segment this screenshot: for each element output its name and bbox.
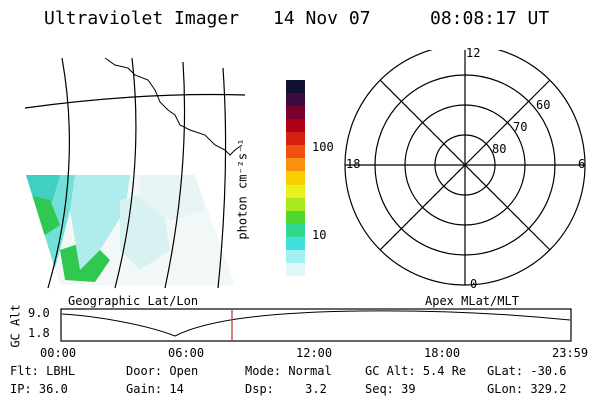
- status-value: 36.0: [38, 382, 68, 396]
- mlat-label-80: 80: [492, 142, 507, 156]
- colorbar: [286, 80, 305, 276]
- status-value: LBHL: [46, 364, 76, 378]
- apex-caption: Apex MLat/MLT: [425, 294, 519, 308]
- colorbar-band: [286, 119, 305, 133]
- coastline: [104, 57, 243, 156]
- colorbar-band: [286, 171, 305, 185]
- orbit-xtick-1200: 12:00: [296, 346, 333, 360]
- status-value: 3.2: [305, 382, 327, 396]
- colorbar-band: [286, 106, 305, 120]
- status-seq: Seq: 39: [365, 382, 416, 396]
- status-key: Seq:: [365, 382, 394, 396]
- instrument-title: Ultraviolet Imager: [44, 8, 240, 29]
- auroral-emission-map: [26, 175, 235, 285]
- colorbar-band: [286, 210, 305, 224]
- orbit-xtick-0600: 06:00: [168, 346, 205, 360]
- mlt-label-12: 12: [466, 46, 481, 60]
- orbit-xtick-0000: 00:00: [40, 346, 77, 360]
- colorbar-band: [286, 249, 305, 263]
- status-value: 329.2: [530, 382, 567, 396]
- colorbar-band: [286, 184, 305, 198]
- status-mode: Mode: Normal: [245, 364, 332, 378]
- colorbar-tick-10: 10: [312, 228, 327, 242]
- status-glon: GLon: 329.2: [487, 382, 566, 396]
- status-key: GLat:: [487, 364, 524, 378]
- colorbar-band: [286, 93, 305, 107]
- geographic-image-panel: [24, 57, 246, 289]
- status-key: Mode:: [245, 364, 282, 378]
- status-key: Gain:: [126, 382, 163, 396]
- status-flt: Flt: LBHL: [10, 364, 75, 378]
- colorbar-unit-label: photon cm⁻²s⁻¹: [235, 138, 250, 240]
- geographic-caption: Geographic Lat/Lon: [68, 294, 199, 308]
- status-value: Open: [169, 364, 199, 378]
- status-value: 14: [169, 382, 184, 396]
- orbit-ytick-low: 1.8: [28, 326, 50, 340]
- orbit-altitude-plot: [60, 308, 572, 342]
- colorbar-band: [286, 236, 305, 250]
- mlt-label-6: 6: [578, 157, 586, 171]
- date-label: 14 Nov 07: [273, 8, 371, 29]
- mlat-label-70: 70: [513, 120, 528, 134]
- status-key: Door:: [126, 364, 163, 378]
- status-value: -30.6: [530, 364, 567, 378]
- orbit-ylabel: GC Alt: [8, 304, 23, 348]
- colorbar-band: [286, 132, 305, 146]
- status-key: Flt:: [10, 364, 39, 378]
- mlat-label-60: 60: [536, 98, 551, 112]
- status-gc-alt: GC Alt: 5.4 Re: [365, 364, 466, 378]
- orbit-ytick-high: 9.0: [28, 306, 50, 320]
- colorbar-band: [286, 262, 305, 276]
- polar-mlat-mlt-plot: [344, 50, 586, 286]
- status-value: 5.4 Re: [422, 364, 467, 378]
- mlt-label-0: 0: [470, 277, 478, 291]
- status-key: GC Alt:: [365, 364, 416, 378]
- colorbar-tick-100: 100: [312, 140, 334, 154]
- colorbar-gradient: [286, 80, 305, 276]
- status-door: Door: Open: [126, 364, 198, 378]
- mlt-label-18: 18: [346, 157, 361, 171]
- status-value: 39: [401, 382, 416, 396]
- status-key: IP:: [10, 382, 32, 396]
- colorbar-band: [286, 145, 305, 159]
- colorbar-band: [286, 223, 305, 237]
- orbit-xtick-2359: 23:59: [552, 346, 589, 360]
- orbit-xtick-1800: 18:00: [424, 346, 461, 360]
- status-key: Dsp:: [245, 382, 274, 396]
- colorbar-band: [286, 80, 305, 94]
- time-label: 08:08:17 UT: [430, 8, 550, 29]
- status-key: GLon:: [487, 382, 524, 396]
- status-dsp: Dsp: 3.2: [245, 382, 327, 396]
- colorbar-band: [286, 158, 305, 172]
- status-glat: GLat: -30.6: [487, 364, 566, 378]
- colorbar-band: [286, 197, 305, 211]
- status-ip: IP: 36.0: [10, 382, 68, 396]
- status-gain: Gain: 14: [126, 382, 184, 396]
- geographic-grid-lines: [24, 57, 246, 289]
- status-value: Normal: [288, 364, 332, 378]
